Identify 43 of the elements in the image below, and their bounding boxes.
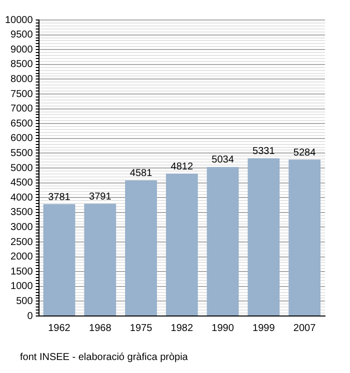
y-tick-label: 9000 (10, 44, 34, 56)
x-tick-label: 1982 (170, 322, 194, 334)
y-tick-label: 2000 (10, 252, 34, 263)
y-tick-label: 3000 (10, 222, 34, 233)
x-tick-label: 1999 (252, 322, 276, 334)
x-tick-label: 1962 (48, 322, 71, 334)
y-tick-label: 4000 (10, 192, 34, 204)
x-tick-label: 1990 (212, 322, 234, 334)
y-tick-label: 5500 (10, 148, 34, 159)
data-label: 5034 (212, 154, 234, 166)
data-label: 5331 (252, 146, 276, 157)
y-tick-label: 3500 (10, 207, 34, 218)
data-label: 4581 (130, 168, 153, 180)
x-tick-label: 2007 (293, 322, 316, 334)
x-tick-label: 1968 (89, 322, 112, 334)
y-tick-label: 9500 (10, 30, 34, 41)
y-tick-label: 7000 (10, 104, 34, 115)
data-label: 3791 (89, 192, 112, 203)
text: font INSEE - elaboració gràfica pròpia (20, 352, 188, 363)
y-tick-label: 8000 (10, 74, 34, 85)
y-tick-label: 0 (27, 310, 34, 322)
y-tick-label: 10000 (4, 14, 34, 26)
bar (125, 180, 157, 316)
bar (43, 204, 76, 316)
y-tick-label: 500 (16, 296, 34, 307)
bar (288, 160, 321, 316)
y-tick-label: 4500 (10, 178, 34, 189)
y-tick-label: 6500 (10, 118, 34, 130)
y-tick-label: 2500 (10, 236, 34, 248)
x-tick-label: 1975 (130, 322, 153, 334)
bar (166, 174, 198, 316)
bar (248, 158, 280, 316)
bar (206, 166, 239, 316)
y-tick-label: 1500 (10, 266, 34, 278)
y-tick-label: 8500 (10, 59, 34, 70)
y-tick-label: 7500 (10, 88, 34, 100)
data-label: 3781 (48, 192, 71, 203)
data-label: 4812 (170, 161, 194, 172)
y-tick-label: 1000 (10, 281, 34, 292)
y-tick-label: 6000 (10, 133, 34, 144)
data-label: 5284 (293, 147, 316, 158)
bar (84, 204, 116, 316)
y-tick-label: 5000 (10, 162, 34, 174)
